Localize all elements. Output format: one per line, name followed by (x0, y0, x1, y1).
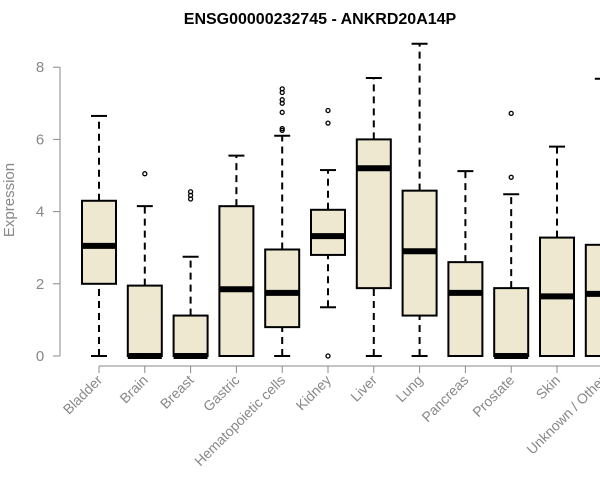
box-pancreas (447, 170, 484, 358)
x-tick-label-kidney: Kidney (293, 372, 335, 414)
x-tick-label-bladder: Bladder (60, 372, 106, 418)
y-tick-label: 2 (36, 276, 44, 293)
box-hematopoietic-cells (264, 86, 301, 357)
iqr-box (447, 261, 484, 358)
iqr-box (584, 243, 600, 357)
iqr-box (172, 314, 209, 357)
outlier-point (508, 174, 514, 180)
outlier-point (279, 125, 285, 132)
outlier-point (325, 353, 331, 359)
iqr-box (81, 199, 117, 285)
outlier-point (508, 110, 514, 117)
box-brain (126, 171, 163, 359)
x-tick-label-skin: Skin (533, 372, 564, 403)
outlier-point (325, 120, 331, 126)
iqr-box (493, 287, 530, 357)
x-tick-label-hematopoietic-cells: Hematopoietic cells (191, 372, 288, 469)
y-tick-label: 0 (36, 348, 44, 365)
iqr-box (264, 248, 301, 329)
outlier-point (279, 97, 285, 103)
x-tick-label-liver: Liver (347, 372, 380, 405)
x-tick-label-pancreas: Pancreas (418, 372, 471, 425)
outlier-point (187, 189, 194, 195)
outlier-point (279, 127, 285, 134)
y-axis-label: Expression (1, 163, 18, 237)
x-tick-label-prostate: Prostate (469, 372, 517, 420)
y-tick-label: 4 (36, 204, 44, 221)
iqr-box (218, 205, 255, 357)
y-tick-label: 6 (36, 131, 44, 148)
box-lung (401, 42, 438, 357)
iqr-box (126, 284, 163, 358)
y-axis: 0 2 4 6 8 (36, 59, 61, 365)
chart-title: ENSG00000232745 - ANKRD20A14P (184, 11, 457, 28)
box-bladder (81, 114, 117, 357)
x-tick-label-lung: Lung (392, 372, 425, 405)
box-kidney (310, 107, 346, 359)
box-unknown-other (584, 77, 600, 357)
iqr-box (310, 208, 346, 256)
outlier-point (325, 107, 331, 114)
box-prostate (493, 110, 530, 359)
box-skin (539, 145, 575, 357)
boxes-group (81, 42, 600, 359)
outlier-point (279, 109, 285, 115)
x-tick-label-gastric: Gastric (200, 372, 243, 415)
outlier-point (142, 171, 148, 177)
x-tick-label-brain: Brain (116, 372, 150, 406)
x-tick-label-breast: Breast (157, 372, 197, 412)
box-gastric (218, 154, 255, 357)
y-tick-label: 8 (36, 59, 44, 76)
iqr-box (355, 138, 392, 290)
box-breast (172, 189, 209, 359)
box-liver (355, 77, 392, 357)
outlier-point (279, 86, 285, 92)
